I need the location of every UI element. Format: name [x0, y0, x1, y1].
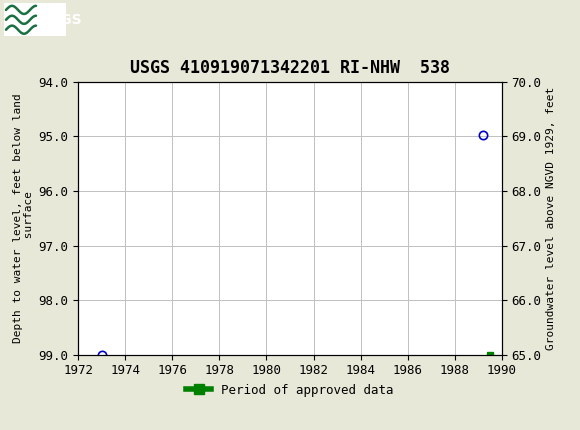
Legend: Period of approved data: Period of approved data [181, 379, 399, 402]
Title: USGS 410919071342201 RI-NHW  538: USGS 410919071342201 RI-NHW 538 [130, 59, 450, 77]
Bar [4, 3, 66, 36]
Text: USGS: USGS [40, 13, 82, 27]
Y-axis label: Depth to water level, feet below land
 surface: Depth to water level, feet below land su… [13, 93, 34, 343]
Y-axis label: Groundwater level above NGVD 1929, feet: Groundwater level above NGVD 1929, feet [546, 86, 556, 350]
